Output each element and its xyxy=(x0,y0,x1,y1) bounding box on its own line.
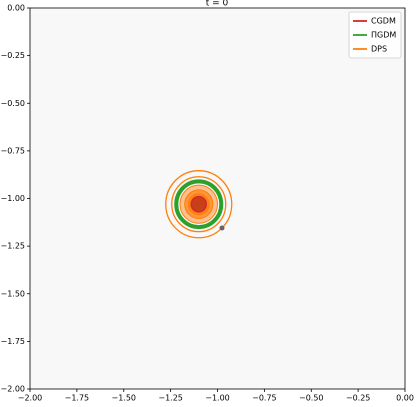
plot-background xyxy=(30,8,405,389)
x-tick-label: −0.50 xyxy=(299,394,324,403)
x-tick-label: −2.00 xyxy=(18,394,43,403)
x-tick-label: −0.75 xyxy=(252,394,277,403)
y-tick-label: −1.00 xyxy=(0,194,25,203)
y-tick-label: −1.75 xyxy=(0,337,25,346)
y-tick-label: −2.00 xyxy=(0,385,25,394)
y-tick-label: −1.25 xyxy=(0,242,25,251)
x-tick-label: −1.00 xyxy=(205,394,230,403)
x-tick-label: −1.75 xyxy=(65,394,90,403)
y-tick-label: −1.50 xyxy=(0,289,25,298)
legend-label: DPS xyxy=(371,45,387,54)
x-tick-label: −1.50 xyxy=(111,394,136,403)
x-tick-label: 0.00 xyxy=(396,394,414,403)
y-tick-label: −0.50 xyxy=(0,99,25,108)
contour-level xyxy=(165,170,233,239)
contour-level xyxy=(174,179,224,230)
legend-label: CGDM xyxy=(371,17,396,26)
plot-frame xyxy=(29,7,406,390)
y-tick-label: 0.00 xyxy=(7,4,25,13)
chart-title: t = 0 xyxy=(206,0,229,9)
legend-label: ΠGDM xyxy=(371,31,396,40)
y-tick-label: −0.75 xyxy=(0,146,25,155)
y-tick-label: −0.25 xyxy=(0,51,25,60)
marker-point xyxy=(219,225,225,231)
x-tick-label: −0.25 xyxy=(346,394,371,403)
legend-box xyxy=(348,11,402,59)
x-tick-label: −1.25 xyxy=(158,394,183,403)
contour-level xyxy=(190,195,207,213)
contour-level xyxy=(171,176,227,233)
